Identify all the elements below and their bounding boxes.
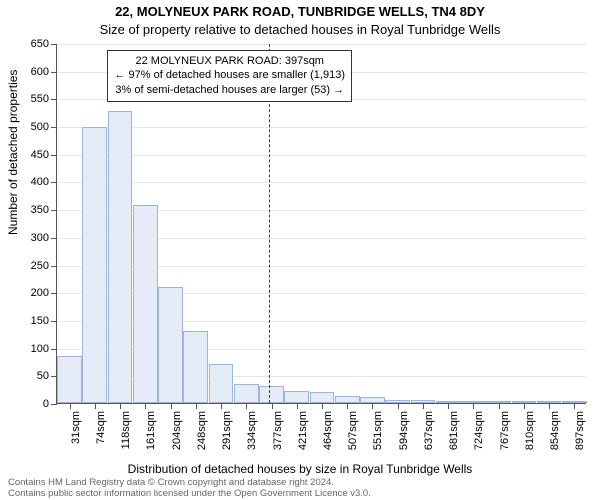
gridline	[57, 44, 586, 45]
y-tick-label: 300	[31, 232, 49, 244]
y-tick-label: 50	[37, 370, 49, 382]
footer-attribution: Contains HM Land Registry data © Crown c…	[0, 478, 600, 500]
y-tick-label: 550	[31, 93, 49, 105]
histogram-bar	[158, 287, 183, 403]
y-tick	[51, 127, 57, 128]
x-tick	[524, 403, 525, 409]
y-tick-label: 200	[31, 287, 49, 299]
x-tick	[574, 403, 575, 409]
chart-container: { "title_line1": "22, MOLYNEUX PARK ROAD…	[0, 0, 600, 500]
x-tick-label: 594sqm	[398, 411, 410, 450]
histogram-bar	[335, 396, 360, 403]
x-tick-label: 854sqm	[549, 411, 561, 450]
y-tick-label: 250	[31, 260, 49, 272]
gridline	[57, 182, 586, 183]
chart-title-line2: Size of property relative to detached ho…	[0, 22, 600, 37]
y-tick-label: 500	[31, 121, 49, 133]
y-tick	[51, 72, 57, 73]
y-tick-label: 650	[31, 38, 49, 50]
y-tick-label: 600	[31, 66, 49, 78]
x-tick	[145, 403, 146, 409]
x-tick-label: 897sqm	[574, 411, 586, 450]
histogram-bar	[133, 205, 158, 403]
plot-area: 0501001502002503003504004505005506006503…	[56, 44, 586, 404]
y-tick	[51, 266, 57, 267]
x-tick-label: 681sqm	[448, 411, 460, 450]
info-line3: 3% of semi-detached houses are larger (5…	[115, 84, 344, 96]
x-axis-label: Distribution of detached houses by size …	[0, 462, 600, 476]
y-tick	[51, 99, 57, 100]
x-tick	[549, 403, 550, 409]
histogram-bar	[259, 386, 284, 403]
histogram-bar	[57, 356, 82, 403]
footer-line2: Contains public sector information licen…	[8, 488, 371, 499]
y-tick-label: 450	[31, 149, 49, 161]
x-tick-label: 291sqm	[221, 411, 233, 450]
x-tick-label: 118sqm	[120, 411, 132, 449]
x-tick	[246, 403, 247, 409]
gridline	[57, 127, 586, 128]
y-tick	[51, 44, 57, 45]
gridline	[57, 155, 586, 156]
y-tick	[51, 210, 57, 211]
y-tick	[51, 321, 57, 322]
x-tick	[322, 403, 323, 409]
y-tick	[51, 238, 57, 239]
y-tick-label: 350	[31, 204, 49, 216]
histogram-bar	[234, 384, 259, 403]
x-tick	[499, 403, 500, 409]
x-tick-label: 31sqm	[70, 411, 82, 444]
x-tick	[221, 403, 222, 409]
x-tick	[473, 403, 474, 409]
footer-line1: Contains HM Land Registry data © Crown c…	[8, 477, 334, 488]
x-tick	[372, 403, 373, 409]
histogram-bar	[108, 111, 133, 403]
x-tick	[171, 403, 172, 409]
x-tick	[398, 403, 399, 409]
info-line2: ← 97% of detached houses are smaller (1,…	[114, 69, 345, 81]
x-tick-label: 464sqm	[322, 411, 334, 450]
y-tick	[51, 155, 57, 156]
y-tick-label: 0	[43, 398, 49, 410]
x-tick-label: 161sqm	[145, 411, 157, 450]
x-tick-label: 637sqm	[423, 411, 435, 450]
x-tick-label: 377sqm	[272, 411, 284, 450]
histogram-bar	[310, 392, 335, 403]
histogram-bar	[284, 391, 309, 403]
x-tick	[297, 403, 298, 409]
x-tick-label: 724sqm	[473, 411, 485, 450]
histogram-bar	[183, 331, 208, 403]
y-tick	[51, 349, 57, 350]
info-line1: 22 MOLYNEUX PARK ROAD: 397sqm	[135, 55, 324, 67]
x-tick	[120, 403, 121, 409]
chart-title-line1: 22, MOLYNEUX PARK ROAD, TUNBRIDGE WELLS,…	[0, 4, 600, 19]
x-tick-label: 334sqm	[246, 411, 258, 450]
y-tick-label: 150	[31, 315, 49, 327]
x-tick-label: 421sqm	[297, 411, 309, 450]
x-tick	[347, 403, 348, 409]
x-tick-label: 810sqm	[524, 411, 536, 450]
y-tick	[51, 376, 57, 377]
y-tick	[51, 293, 57, 294]
x-tick-label: 74sqm	[95, 411, 107, 444]
y-tick-label: 400	[31, 176, 49, 188]
histogram-bar	[82, 127, 107, 403]
y-tick	[51, 404, 57, 405]
y-axis-label: Number of detached properties	[6, 70, 20, 235]
x-tick	[70, 403, 71, 409]
x-tick-label: 204sqm	[171, 411, 183, 450]
x-tick	[423, 403, 424, 409]
x-tick	[448, 403, 449, 409]
x-tick-label: 551sqm	[372, 411, 384, 450]
x-tick	[272, 403, 273, 409]
y-tick-label: 100	[31, 343, 49, 355]
x-tick-label: 248sqm	[196, 411, 208, 450]
x-tick	[196, 403, 197, 409]
x-tick-label: 767sqm	[499, 411, 511, 450]
x-tick	[95, 403, 96, 409]
x-tick-label: 507sqm	[347, 411, 359, 450]
info-box: 22 MOLYNEUX PARK ROAD: 397sqm ← 97% of de…	[107, 50, 352, 103]
y-tick	[51, 182, 57, 183]
histogram-bar	[209, 364, 234, 403]
